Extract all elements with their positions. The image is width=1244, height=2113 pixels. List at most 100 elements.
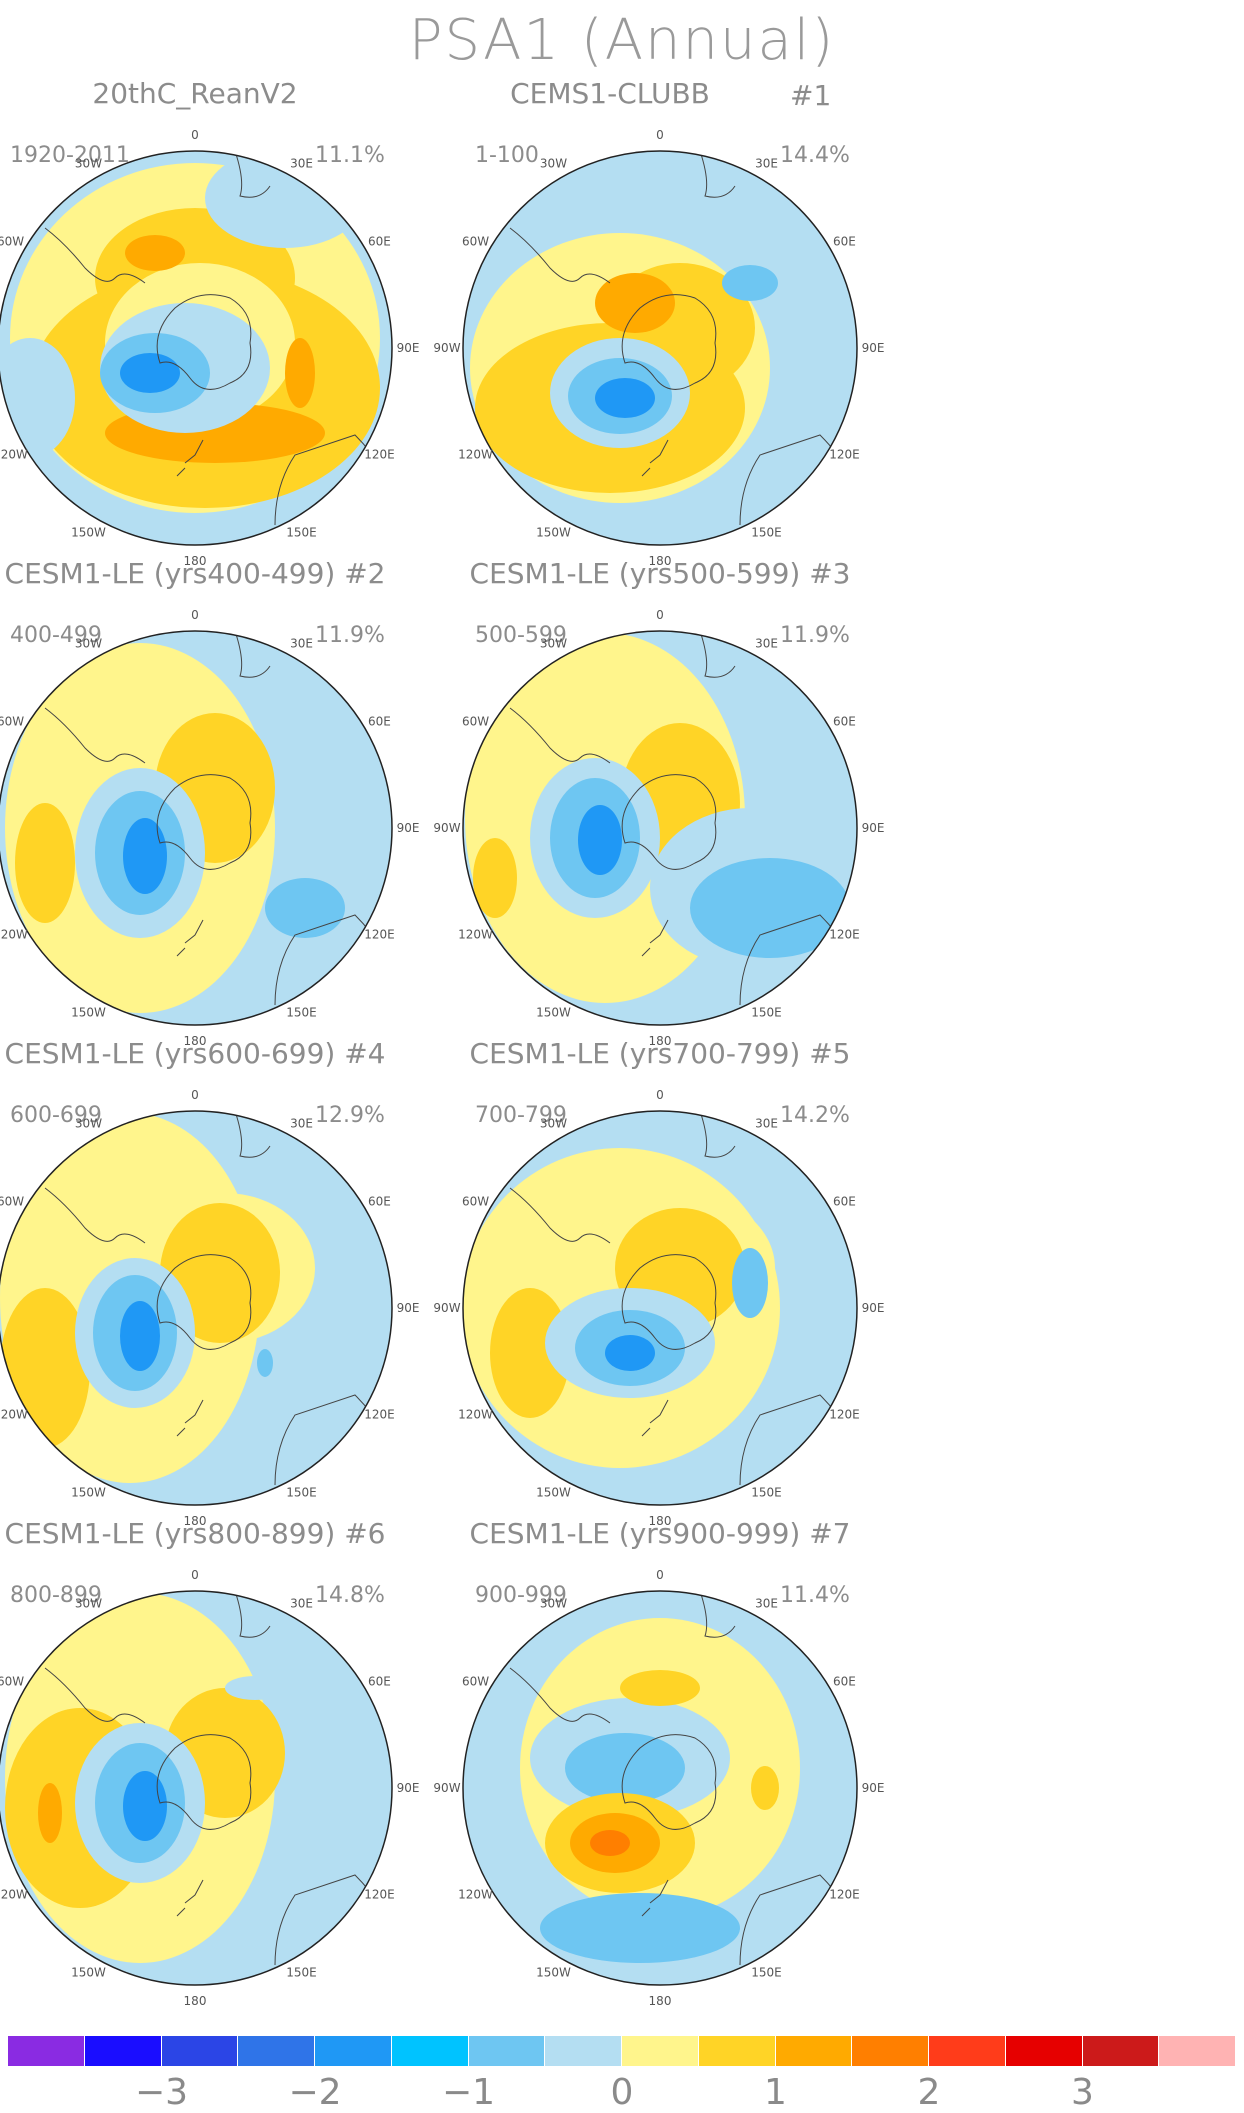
longitude-label: 30E	[290, 637, 313, 651]
panel-title: CEMS1-CLUBB	[510, 77, 710, 110]
longitude-label: 60W	[0, 235, 24, 249]
longitude-label: 150W	[536, 1485, 571, 1499]
anomaly-contour	[565, 1733, 685, 1803]
colorbar-swatch	[84, 2036, 162, 2066]
colorbar-swatch	[391, 2036, 469, 2066]
colorbar-tick-label: −3	[134, 2072, 189, 2113]
colorbar-swatch	[929, 2036, 1006, 2066]
antarctica-coastline	[621, 774, 717, 870]
new-zealand-coastline	[176, 919, 204, 957]
longitude-label: 120W	[458, 928, 493, 942]
anomaly-contour	[732, 1248, 768, 1318]
colorbar-swatch	[852, 2036, 929, 2066]
anomaly-contour	[38, 1783, 62, 1843]
longitude-label: 120W	[0, 1888, 28, 1902]
longitude-label: 180	[184, 1994, 207, 2008]
panel-title: CESM1-LE (yrs600-699) #4	[4, 1037, 386, 1070]
anomaly-contour	[690, 858, 850, 958]
colorbar-swatch	[161, 2036, 239, 2066]
africa-coastline	[699, 1591, 736, 1638]
longitude-label: 150E	[751, 1965, 782, 1979]
antarctica-coastline	[156, 1254, 252, 1350]
longitude-label: 30W	[540, 1597, 567, 1611]
africa-coastline	[234, 151, 271, 198]
longitude-label: 90W	[433, 821, 460, 835]
anomaly-contour	[620, 1670, 700, 1706]
anomaly-contour	[120, 1301, 160, 1371]
anomaly-contour	[540, 1893, 740, 1963]
colorbar-tick-label: 0	[610, 2072, 634, 2113]
anomaly-contour	[125, 235, 185, 271]
panel-variance-pct: 14.2%	[780, 1103, 850, 1128]
longitude-label: 90E	[397, 1301, 420, 1315]
panel-years: 1920-2011	[10, 143, 130, 168]
antarctica-coastline	[156, 294, 252, 390]
longitude-label: 60W	[462, 1195, 489, 1209]
longitude-label: 30W	[75, 157, 102, 171]
longitude-label: 0	[656, 1568, 664, 1582]
africa-coastline	[234, 1111, 271, 1158]
panel-tag: #1	[790, 79, 832, 112]
colorbar-swatch	[1005, 2036, 1083, 2066]
anomaly-contour	[490, 1288, 570, 1418]
longitude-label: 90E	[397, 821, 420, 835]
longitude-label: 150E	[751, 1485, 782, 1499]
longitude-label: 150E	[751, 1005, 782, 1019]
colorbar-tick-label: −1	[441, 2072, 496, 2113]
longitude-label: 150E	[286, 1485, 317, 1499]
anomaly-contour	[595, 378, 655, 418]
longitude-label: 0	[191, 128, 199, 142]
colorbar-swatch	[1082, 2036, 1160, 2066]
colorbar-tick-label: 1	[764, 2072, 787, 2113]
longitude-label: 0	[191, 608, 199, 622]
longitude-label: 90E	[397, 1781, 420, 1795]
panel-variance-pct: 14.4%	[780, 143, 850, 168]
longitude-label: 150W	[71, 1965, 106, 1979]
colorbar-swatch	[238, 2036, 315, 2066]
africa-coastline	[699, 151, 736, 198]
longitude-label: 150E	[286, 525, 317, 539]
map-boundary	[0, 630, 393, 1026]
longitude-label: 120W	[0, 448, 28, 462]
longitude-label: 30W	[75, 637, 102, 651]
longitude-label: 0	[656, 1088, 664, 1102]
colorbar-tick-label: 3	[1071, 2072, 1094, 2113]
figure-title: PSA1 (Annual)	[408, 8, 836, 73]
south-america-coastline	[44, 707, 146, 764]
longitude-label: 0	[656, 128, 664, 142]
longitude-label: 30E	[290, 157, 313, 171]
africa-coastline	[234, 631, 271, 678]
antarctica-coastline	[621, 1734, 717, 1830]
longitude-label: 60E	[368, 235, 391, 249]
longitude-label: 90E	[862, 341, 885, 355]
africa-coastline	[699, 1111, 736, 1158]
anomaly-contour	[751, 1766, 779, 1810]
map-boundary	[0, 1590, 393, 1986]
panel-variance-pct: 11.1%	[315, 143, 385, 168]
longitude-label: 90E	[862, 1781, 885, 1795]
longitude-label: 60W	[0, 1675, 24, 1689]
panel-years: 800-899	[10, 1583, 102, 1608]
longitude-label: 60E	[368, 1195, 391, 1209]
panel-title: CESM1-LE (yrs500-599) #3	[469, 557, 851, 590]
anomaly-contour	[15, 803, 75, 923]
longitude-label: 120E	[364, 1408, 395, 1422]
longitude-label: 90W	[433, 1781, 460, 1795]
longitude-label: 120E	[364, 448, 395, 462]
south-america-coastline	[44, 227, 146, 284]
longitude-label: 120E	[829, 448, 860, 462]
colorbar-swatch	[315, 2036, 392, 2066]
longitude-label: 60E	[833, 1675, 856, 1689]
panel-variance-pct: 12.9%	[315, 1103, 385, 1128]
panel-variance-pct: 11.4%	[780, 1583, 850, 1608]
longitude-label: 150W	[536, 1005, 571, 1019]
colorbar	[8, 2036, 1236, 2066]
panel-variance-pct: 14.8%	[315, 1583, 385, 1608]
longitude-label: 150W	[71, 1005, 106, 1019]
south-america-coastline	[509, 1667, 611, 1724]
